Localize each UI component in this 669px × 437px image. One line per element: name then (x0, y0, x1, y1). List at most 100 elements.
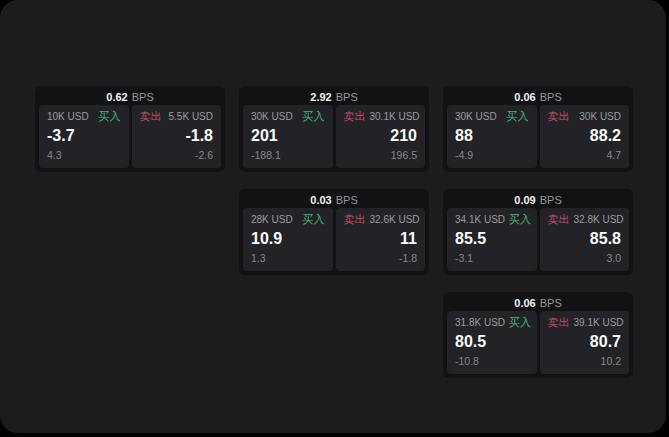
bps-card: 2.92 BPS 30K USD 买入 201 -188.1 卖出 30.1K … (239, 86, 429, 172)
bps-unit-label: BPS (336, 194, 358, 206)
buy-subvalue: -4.9 (455, 149, 529, 161)
sell-panel: 卖出 30K USD 88.2 4.7 (540, 105, 630, 168)
sell-value: 210 (344, 128, 418, 144)
buy-amount: 34.1K USD (455, 214, 505, 225)
bps-card: 0.06 BPS 30K USD 买入 88 -4.9 卖出 30K USD 8… (443, 86, 633, 172)
bps-unit-label: BPS (540, 194, 562, 206)
buy-value: 201 (251, 128, 325, 144)
buy-tag[interactable]: 买入 (509, 212, 531, 227)
bps-unit-label: BPS (540, 91, 562, 103)
bps-value: 0.06 (514, 91, 535, 103)
quote-panels: 30K USD 买入 88 -4.9 卖出 30K USD 88.2 4.7 (447, 105, 629, 168)
buy-tag[interactable]: 买入 (99, 109, 121, 124)
sell-panel: 卖出 32.8K USD 85.8 3.0 (540, 208, 630, 271)
buy-value: 10.9 (251, 231, 325, 247)
sell-panel: 卖出 32.6K USD 11 -1.8 (336, 208, 426, 271)
buy-amount: 30K USD (455, 111, 497, 122)
bps-value: 2.92 (310, 91, 331, 103)
bps-card: 0.06 BPS 31.8K USD 买入 80.5 -10.8 卖出 39.1… (443, 292, 633, 378)
bps-unit-label: BPS (336, 91, 358, 103)
bps-card: 0.03 BPS 28K USD 买入 10.9 1.3 卖出 32.6K US… (239, 189, 429, 275)
buy-panel: 10K USD 买入 -3.7 4.3 (39, 105, 129, 168)
sell-amount: 30K USD (579, 111, 621, 122)
sell-panel-header: 卖出 30K USD (548, 109, 622, 124)
sell-value: 80.7 (548, 334, 622, 350)
buy-panel-header: 30K USD 买入 (251, 109, 325, 124)
bps-card: 0.62 BPS 10K USD 买入 -3.7 4.3 卖出 5.5K USD… (35, 86, 225, 172)
sell-tag[interactable]: 卖出 (344, 109, 366, 124)
buy-amount: 10K USD (47, 111, 89, 122)
buy-subvalue: 4.3 (47, 149, 121, 161)
bps-unit-label: BPS (132, 91, 154, 103)
sell-subvalue: 3.0 (548, 252, 622, 264)
sell-value: 85.8 (548, 231, 622, 247)
buy-panel-header: 31.8K USD 买入 (455, 315, 529, 330)
sell-value: -1.8 (140, 128, 214, 144)
buy-amount: 30K USD (251, 111, 293, 122)
sell-amount: 30.1K USD (370, 111, 420, 122)
sell-panel-header: 卖出 32.8K USD (548, 212, 622, 227)
sell-subvalue: 10.2 (548, 355, 622, 367)
bps-unit-label: BPS (540, 297, 562, 309)
buy-amount: 31.8K USD (455, 317, 505, 328)
buy-panel: 34.1K USD 买入 85.5 -3.1 (447, 208, 537, 271)
sell-amount: 32.8K USD (574, 214, 624, 225)
bps-value: 0.03 (310, 194, 331, 206)
sell-panel-header: 卖出 32.6K USD (344, 212, 418, 227)
quote-panels: 30K USD 买入 201 -188.1 卖出 30.1K USD 210 1… (243, 105, 425, 168)
buy-subvalue: -10.8 (455, 355, 529, 367)
buy-value: -3.7 (47, 128, 121, 144)
buy-tag[interactable]: 买入 (303, 212, 325, 227)
buy-subvalue: 1.3 (251, 252, 325, 264)
sell-panel-header: 卖出 30.1K USD (344, 109, 418, 124)
sell-subvalue: -2.6 (140, 149, 214, 161)
buy-amount: 28K USD (251, 214, 293, 225)
card-header: 2.92 BPS (243, 90, 425, 105)
bps-card: 0.09 BPS 34.1K USD 买入 85.5 -3.1 卖出 32.8K… (443, 189, 633, 275)
buy-tag[interactable]: 买入 (509, 315, 531, 330)
sell-subvalue: 196.5 (344, 149, 418, 161)
buy-panel: 31.8K USD 买入 80.5 -10.8 (447, 311, 537, 374)
sell-value: 88.2 (548, 128, 622, 144)
card-header: 0.03 BPS (243, 193, 425, 208)
buy-panel-header: 10K USD 买入 (47, 109, 121, 124)
card-header: 0.06 BPS (447, 296, 629, 311)
buy-value: 85.5 (455, 231, 529, 247)
sell-subvalue: 4.7 (548, 149, 622, 161)
sell-tag[interactable]: 卖出 (548, 109, 570, 124)
buy-panel-header: 34.1K USD 买入 (455, 212, 529, 227)
buy-tag[interactable]: 买入 (303, 109, 325, 124)
buy-panel: 28K USD 买入 10.9 1.3 (243, 208, 333, 271)
buy-subvalue: -3.1 (455, 252, 529, 264)
sell-tag[interactable]: 卖出 (548, 315, 570, 330)
buy-panel: 30K USD 买入 201 -188.1 (243, 105, 333, 168)
sell-panel-header: 卖出 39.1K USD (548, 315, 622, 330)
quote-panels: 10K USD 买入 -3.7 4.3 卖出 5.5K USD -1.8 -2.… (39, 105, 221, 168)
buy-tag[interactable]: 买入 (507, 109, 529, 124)
card-header: 0.09 BPS (447, 193, 629, 208)
sell-amount: 39.1K USD (574, 317, 624, 328)
quote-panels: 31.8K USD 买入 80.5 -10.8 卖出 39.1K USD 80.… (447, 311, 629, 374)
quote-panels: 34.1K USD 买入 85.5 -3.1 卖出 32.8K USD 85.8… (447, 208, 629, 271)
sell-tag[interactable]: 卖出 (344, 212, 366, 227)
bps-value: 0.06 (514, 297, 535, 309)
buy-subvalue: -188.1 (251, 149, 325, 161)
buy-value: 88 (455, 128, 529, 144)
sell-value: 11 (344, 231, 418, 247)
sell-panel: 卖出 39.1K USD 80.7 10.2 (540, 311, 630, 374)
sell-tag[interactable]: 卖出 (140, 109, 162, 124)
cards-grid: 0.62 BPS 10K USD 买入 -3.7 4.3 卖出 5.5K USD… (35, 86, 633, 378)
sell-panel: 卖出 5.5K USD -1.8 -2.6 (132, 105, 222, 168)
sell-panel: 卖出 30.1K USD 210 196.5 (336, 105, 426, 168)
sell-amount: 5.5K USD (169, 111, 213, 122)
sell-subvalue: -1.8 (344, 252, 418, 264)
buy-panel-header: 28K USD 买入 (251, 212, 325, 227)
sell-amount: 32.6K USD (370, 214, 420, 225)
sell-panel-header: 卖出 5.5K USD (140, 109, 214, 124)
card-header: 0.06 BPS (447, 90, 629, 105)
sell-tag[interactable]: 卖出 (548, 212, 570, 227)
buy-panel-header: 30K USD 买入 (455, 109, 529, 124)
quote-panels: 28K USD 买入 10.9 1.3 卖出 32.6K USD 11 -1.8 (243, 208, 425, 271)
buy-value: 80.5 (455, 334, 529, 350)
bps-value: 0.62 (106, 91, 127, 103)
